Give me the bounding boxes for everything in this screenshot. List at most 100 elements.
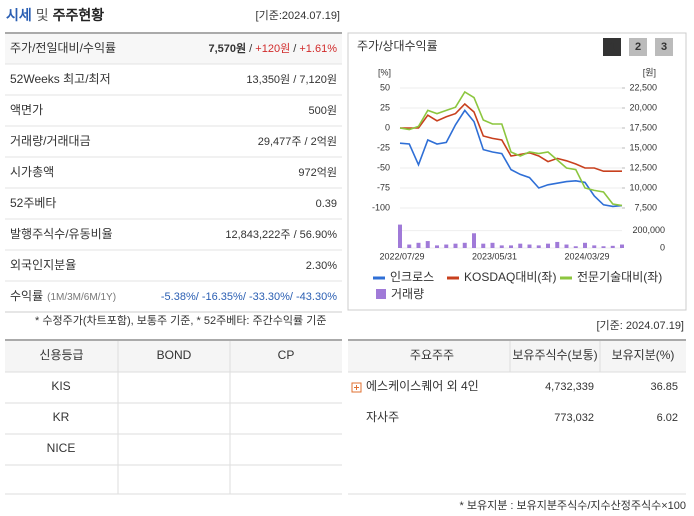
header-bg: [348, 341, 686, 372]
holder-pct: 36.85: [650, 381, 678, 393]
label-part: (1M/3M/6M/1Y): [47, 292, 116, 303]
row-value: -5.38%/ -16.35%/ -33.30%/ -43.30%: [161, 291, 337, 303]
value-part: 500원: [309, 104, 337, 117]
y2-tick-label: 17,500: [629, 122, 657, 132]
tab-label[interactable]: 1: [609, 41, 615, 53]
row-value: 972억원: [298, 166, 337, 179]
value-part: 0.39: [316, 198, 337, 210]
legend-swatch: [376, 289, 386, 299]
value-part: 7,570원: [208, 41, 246, 55]
y-unit: [%]: [378, 67, 391, 77]
y-tick-label: 0: [385, 122, 390, 132]
volume-bar: [425, 241, 430, 248]
series-line: [399, 109, 623, 208]
y-tick-label: -75: [377, 182, 390, 192]
volume-bar: [546, 243, 550, 248]
table-header: 보유지분(%): [612, 348, 675, 362]
label-part: 수익률: [10, 289, 43, 303]
volume-bar: [518, 243, 523, 248]
label-part: 시가총액: [10, 165, 54, 179]
y2-tick-label: 20,000: [629, 102, 657, 112]
value-part: 2.30%: [306, 260, 337, 272]
volume-bar: [555, 241, 560, 248]
volume-bar: [536, 245, 541, 248]
tab-button[interactable]: [629, 38, 647, 56]
tab-label[interactable]: 3: [661, 41, 667, 53]
series-line: [400, 102, 622, 172]
row-value: 13,350원 / 7,120원: [246, 73, 337, 86]
row-label: 수익률 (1M/3M/6M/1Y): [10, 289, 116, 303]
volume-bar: [620, 244, 624, 248]
table-header: 주요주주: [410, 348, 454, 362]
volume-bar: [610, 245, 615, 248]
value-part: /: [290, 43, 299, 55]
y2-tick-label: 22,500: [629, 82, 657, 92]
value-part: 972억원: [298, 166, 337, 179]
row-bg: [5, 34, 342, 64]
y2-tick-label: 7,500: [634, 202, 657, 212]
row-label: 52Weeks 최고/최저: [10, 72, 111, 86]
chart-frame: [347, 32, 687, 311]
y2-unit: [원]: [643, 67, 656, 77]
row-label: 거래량/거래대금: [10, 134, 91, 148]
volume-bar: [573, 246, 578, 248]
footnote: * 수정주가(차트포함), 보통주 기준, * 52주베타: 주간수익률 기준: [35, 314, 326, 327]
value-part: 29,477주 / 2억원: [258, 135, 337, 148]
value-part: +1.61%: [299, 43, 337, 55]
value-part: 12,843,222주 / 56.90%: [225, 229, 337, 241]
volume-bar: [416, 242, 421, 248]
volume-bar: [435, 245, 439, 248]
volume-bar: [472, 233, 476, 248]
y2-tick-label: 12,500: [629, 162, 657, 172]
row-value: 500원: [309, 104, 337, 117]
footnote: * 보유지분 : 보유지분주식수/지수산정주식수×100: [460, 499, 687, 512]
value-part: +120원: [255, 42, 290, 55]
tab-button[interactable]: [655, 38, 673, 56]
row-value: 2.30%: [306, 260, 337, 272]
credit-agency: KIS: [51, 379, 70, 393]
volume-bar: [564, 244, 569, 248]
value-part: 13,350원 / 7,120원: [246, 73, 337, 86]
row-value: 7,570원 / +120원 / +1.61%: [208, 41, 337, 55]
volume-bar: [527, 244, 532, 248]
volume-bar: [481, 243, 486, 248]
volume-bar: [601, 246, 606, 248]
label-part: 52주베타: [10, 196, 56, 210]
holder-shares: 773,032: [554, 412, 594, 424]
legend-label: 인크로스: [390, 270, 434, 284]
y-tick-label: -100: [372, 202, 390, 212]
y2-tick-label: 15,000: [629, 142, 657, 152]
label-part: 거래량/거래대금: [10, 134, 91, 148]
volume-bar: [398, 224, 402, 248]
volume-bar: [499, 245, 504, 248]
label-part: 주가/전일대비/수익률: [10, 41, 116, 55]
label-part: 액면가: [10, 103, 43, 117]
tab-button[interactable]: [603, 38, 621, 56]
volume-bar: [407, 244, 412, 248]
y-tick-label: -25: [377, 142, 390, 152]
legend-label: 전문기술대비(좌): [577, 270, 662, 284]
x-tick-label: 2024/03/29: [564, 251, 609, 261]
x-tick-label: 2022/07/29: [379, 251, 424, 261]
row-label: 발행주식수/유동비율: [10, 226, 113, 241]
title-part: 시세: [6, 7, 32, 23]
holder-pct: 6.02: [657, 412, 678, 424]
label-part: 52Weeks 최고/최저: [10, 72, 111, 86]
table-header: 신용등급: [39, 348, 83, 362]
label-part: 외국인지분율: [10, 258, 76, 272]
title-part: 주주현황: [53, 7, 105, 23]
row-label: 주가/전일대비/수익률: [10, 41, 116, 55]
legend-label: 거래량: [391, 287, 424, 301]
tab-label[interactable]: 2: [635, 41, 641, 53]
volume-bar: [444, 244, 449, 248]
date-note: [기준:2024.07.19]: [256, 9, 340, 22]
volume-bar: [490, 242, 495, 248]
holder-name: 자사주: [366, 410, 399, 424]
value-part: -5.38%/ -16.35%/ -33.30%/ -43.30%: [161, 291, 337, 303]
chart-title: 주가/상대수익률: [357, 39, 438, 53]
volume-bar: [453, 243, 458, 248]
table-header: 보유주식수(보통): [512, 348, 597, 362]
credit-agency: NICE: [47, 441, 76, 455]
title-part: 및: [36, 7, 49, 23]
